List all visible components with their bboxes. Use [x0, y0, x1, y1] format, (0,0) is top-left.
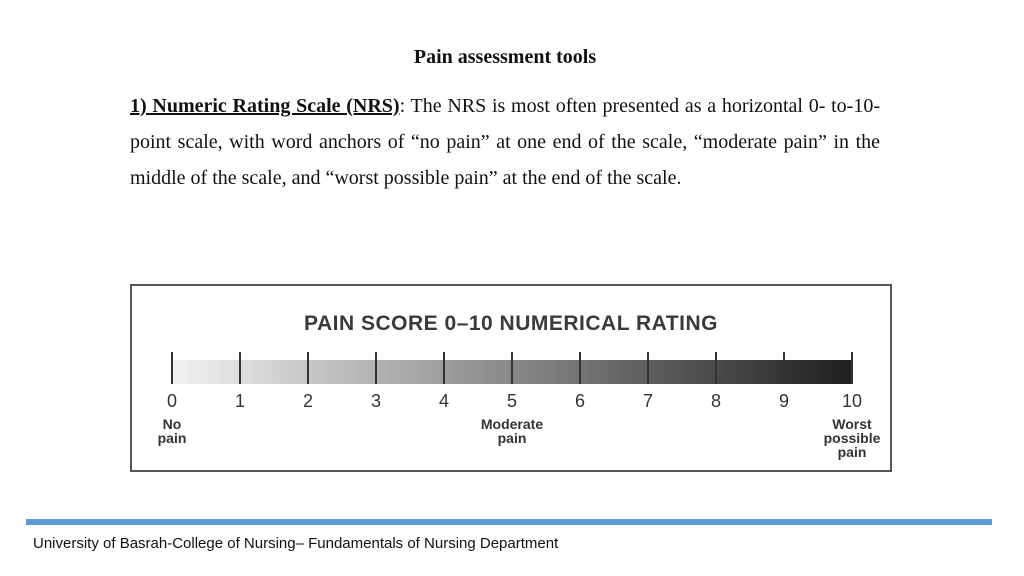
anchor-worst-pain: Worst possible pain	[824, 416, 881, 460]
scale-tick-label-9: 9	[779, 391, 789, 411]
scale-tick-label-2: 2	[303, 391, 313, 411]
scale-tick-label-3: 3	[371, 391, 381, 411]
scale-tick-label-8: 8	[711, 391, 721, 411]
anchor-no-pain: No pain	[158, 416, 187, 446]
pain-scale-figure: PAIN SCORE 0–10 NUMERICAL RATING 0 1 2 3 4 5 6…	[130, 284, 892, 472]
nrs-heading: 1) Numeric Rating Scale (NRS)	[130, 95, 400, 117]
nrs-description: 1) Numeric Rating Scale (NRS): The NRS i…	[130, 88, 880, 196]
anchor-moderate-pain: Moderate pain	[481, 416, 543, 446]
scale-tick-label-4: 4	[439, 391, 449, 411]
footer-divider	[26, 519, 992, 525]
page-title: Pain assessment tools	[413, 46, 597, 68]
scale-tick-label-0: 0	[167, 391, 177, 411]
scale-tick-label-6: 6	[575, 391, 585, 411]
pain-scale-title: PAIN SCORE 0–10 NUMERICAL RATING	[304, 312, 718, 335]
nrs-body: : The NRS is most often presented as a h…	[130, 95, 880, 189]
pain-scale-graphic: 0 1 2 3 4 5 6 7 8 9 10 No pain Moderate pain Worst poss…	[158, 352, 881, 460]
scale-tick-label-5: 5	[507, 391, 517, 411]
scale-tick-label-10: 10	[842, 391, 862, 411]
scale-tick-label-1: 1	[235, 391, 245, 411]
scale-tick-label-7: 7	[643, 391, 653, 411]
footer-text: University of Basrah-College of Nursing–…	[33, 535, 559, 552]
